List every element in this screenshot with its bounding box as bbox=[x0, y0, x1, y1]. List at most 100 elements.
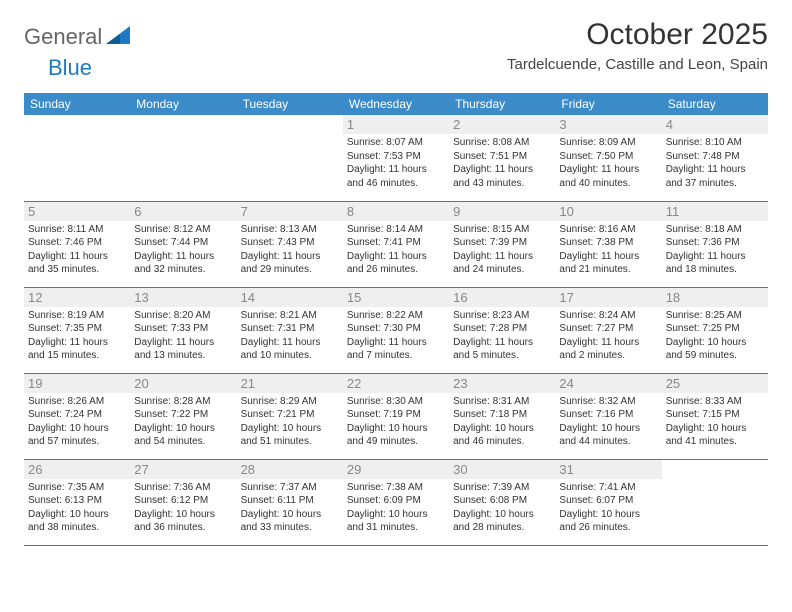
day-details: Sunrise: 8:33 AM Sunset: 7:15 PM Dayligh… bbox=[666, 395, 764, 449]
day-number: 25 bbox=[662, 374, 768, 393]
brand-logo: General bbox=[24, 24, 132, 50]
day-number: 24 bbox=[555, 374, 661, 393]
day-number: 26 bbox=[24, 460, 130, 479]
calendar-day-cell: 15 Sunrise: 8:22 AM Sunset: 7:30 PM Dayli… bbox=[343, 287, 449, 373]
calendar-day-cell: 26Sunrise: 7:35 AM Sunset: 6:13 PM Dayli… bbox=[24, 459, 130, 545]
day-number: 20 bbox=[130, 374, 236, 393]
day-details: Sunrise: 8:19 AM Sunset: 7:35 PM Dayligh… bbox=[28, 309, 126, 363]
calendar-day-cell: 29 Sunrise: 7:38 AM Sunset: 6:09 PM Dayli… bbox=[343, 459, 449, 545]
day-number: 17 bbox=[555, 288, 661, 307]
day-details: Sunrise: 7:41 AM Sunset: 6:07 PM Dayligh… bbox=[559, 481, 657, 535]
day-number: 13 bbox=[130, 288, 236, 307]
calendar-week-row: 19Sunrise: 8:26 AM Sunset: 7:24 PM Dayli… bbox=[24, 373, 768, 459]
brand-part1: General bbox=[24, 24, 102, 50]
day-details: Sunrise: 8:23 AM Sunset: 7:28 PM Dayligh… bbox=[453, 309, 551, 363]
day-details: Sunrise: 8:13 AM Sunset: 7:43 PM Dayligh… bbox=[241, 223, 339, 277]
day-details: Sunrise: 8:20 AM Sunset: 7:33 PM Dayligh… bbox=[134, 309, 232, 363]
day-details: Sunrise: 8:22 AM Sunset: 7:30 PM Dayligh… bbox=[347, 309, 445, 363]
weekday-header: Tuesday bbox=[237, 93, 343, 115]
location-text: Tardelcuende, Castille and Leon, Spain bbox=[507, 56, 768, 73]
day-number: 22 bbox=[343, 374, 449, 393]
day-details: Sunrise: 8:08 AM Sunset: 7:51 PM Dayligh… bbox=[453, 136, 551, 190]
calendar-day-cell: 18 Sunrise: 8:25 AM Sunset: 7:25 PM Dayli… bbox=[662, 287, 768, 373]
day-number: 14 bbox=[237, 288, 343, 307]
day-details: Sunrise: 8:07 AM Sunset: 7:53 PM Dayligh… bbox=[347, 136, 445, 190]
day-number: 4 bbox=[662, 115, 768, 134]
calendar-day-cell: 6 Sunrise: 8:12 AM Sunset: 7:44 PM Daylig… bbox=[130, 201, 236, 287]
day-number: 21 bbox=[237, 374, 343, 393]
calendar-day-cell: 5 Sunrise: 8:11 AM Sunset: 7:46 PM Daylig… bbox=[24, 201, 130, 287]
calendar-day-cell: 9 Sunrise: 8:15 AM Sunset: 7:39 PM Daylig… bbox=[449, 201, 555, 287]
day-details: Sunrise: 8:25 AM Sunset: 7:25 PM Dayligh… bbox=[666, 309, 764, 363]
day-number: 15 bbox=[343, 288, 449, 307]
day-number: 18 bbox=[662, 288, 768, 307]
calendar-day-cell: 24Sunrise: 8:32 AM Sunset: 7:16 PM Dayli… bbox=[555, 373, 661, 459]
day-number: 5 bbox=[24, 202, 130, 221]
day-number: 9 bbox=[449, 202, 555, 221]
calendar-day-cell: 11Sunrise: 8:18 AM Sunset: 7:36 PM Dayli… bbox=[662, 201, 768, 287]
day-number: 12 bbox=[24, 288, 130, 307]
day-details: Sunrise: 8:31 AM Sunset: 7:18 PM Dayligh… bbox=[453, 395, 551, 449]
calendar-day-cell: 4Sunrise: 8:10 AM Sunset: 7:48 PM Daylig… bbox=[662, 115, 768, 201]
day-details: Sunrise: 7:39 AM Sunset: 6:08 PM Dayligh… bbox=[453, 481, 551, 535]
day-details: Sunrise: 8:26 AM Sunset: 7:24 PM Dayligh… bbox=[28, 395, 126, 449]
calendar-day-cell: 22 Sunrise: 8:30 AM Sunset: 7:19 PM Dayli… bbox=[343, 373, 449, 459]
day-details: Sunrise: 7:38 AM Sunset: 6:09 PM Dayligh… bbox=[347, 481, 445, 535]
weekday-header: Friday bbox=[555, 93, 661, 115]
calendar-day-cell: 28Sunrise: 7:37 AM Sunset: 6:11 PM Dayli… bbox=[237, 459, 343, 545]
calendar-day-cell bbox=[130, 115, 236, 201]
day-details: Sunrise: 7:36 AM Sunset: 6:12 PM Dayligh… bbox=[134, 481, 232, 535]
day-details: Sunrise: 8:21 AM Sunset: 7:31 PM Dayligh… bbox=[241, 309, 339, 363]
calendar-day-cell: 2 Sunrise: 8:08 AM Sunset: 7:51 PM Daylig… bbox=[449, 115, 555, 201]
weekday-header: Sunday bbox=[24, 93, 130, 115]
calendar-day-cell: 13 Sunrise: 8:20 AM Sunset: 7:33 PM Dayli… bbox=[130, 287, 236, 373]
calendar-day-cell: 7 Sunrise: 8:13 AM Sunset: 7:43 PM Daylig… bbox=[237, 201, 343, 287]
calendar-day-cell: 10 Sunrise: 8:16 AM Sunset: 7:38 PM Dayli… bbox=[555, 201, 661, 287]
day-number: 30 bbox=[449, 460, 555, 479]
calendar-week-row: 1 Sunrise: 8:07 AM Sunset: 7:53 PM Daylig… bbox=[24, 115, 768, 201]
weekday-header: Wednesday bbox=[343, 93, 449, 115]
day-details: Sunrise: 8:11 AM Sunset: 7:46 PM Dayligh… bbox=[28, 223, 126, 277]
day-number: 29 bbox=[343, 460, 449, 479]
day-number: 6 bbox=[130, 202, 236, 221]
day-number: 27 bbox=[130, 460, 236, 479]
weekday-header: Saturday bbox=[662, 93, 768, 115]
calendar-day-cell: 3 Sunrise: 8:09 AM Sunset: 7:50 PM Daylig… bbox=[555, 115, 661, 201]
month-title: October 2025 bbox=[507, 18, 768, 52]
day-number: 7 bbox=[237, 202, 343, 221]
brand-triangle-icon bbox=[106, 26, 130, 49]
calendar-day-cell: 27 Sunrise: 7:36 AM Sunset: 6:12 PM Dayli… bbox=[130, 459, 236, 545]
calendar-day-cell bbox=[24, 115, 130, 201]
calendar-day-cell: 16 Sunrise: 8:23 AM Sunset: 7:28 PM Dayli… bbox=[449, 287, 555, 373]
calendar-week-row: 12 Sunrise: 8:19 AM Sunset: 7:35 PM Dayli… bbox=[24, 287, 768, 373]
day-details: Sunrise: 8:14 AM Sunset: 7:41 PM Dayligh… bbox=[347, 223, 445, 277]
brand-part2: Blue bbox=[48, 55, 92, 81]
day-number: 1 bbox=[343, 115, 449, 134]
calendar-week-row: 26Sunrise: 7:35 AM Sunset: 6:13 PM Dayli… bbox=[24, 459, 768, 545]
calendar-header: Sunday Monday Tuesday Wednesday Thursday… bbox=[24, 93, 768, 115]
calendar-table: Sunday Monday Tuesday Wednesday Thursday… bbox=[24, 93, 768, 546]
day-details: Sunrise: 8:24 AM Sunset: 7:27 PM Dayligh… bbox=[559, 309, 657, 363]
day-number: 2 bbox=[449, 115, 555, 134]
day-details: Sunrise: 8:16 AM Sunset: 7:38 PM Dayligh… bbox=[559, 223, 657, 277]
calendar-day-cell bbox=[662, 459, 768, 545]
day-details: Sunrise: 8:12 AM Sunset: 7:44 PM Dayligh… bbox=[134, 223, 232, 277]
day-number: 16 bbox=[449, 288, 555, 307]
calendar-body: 1 Sunrise: 8:07 AM Sunset: 7:53 PM Daylig… bbox=[24, 115, 768, 545]
day-details: Sunrise: 8:15 AM Sunset: 7:39 PM Dayligh… bbox=[453, 223, 551, 277]
day-details: Sunrise: 8:09 AM Sunset: 7:50 PM Dayligh… bbox=[559, 136, 657, 190]
day-number: 28 bbox=[237, 460, 343, 479]
calendar-day-cell: 30 Sunrise: 7:39 AM Sunset: 6:08 PM Dayli… bbox=[449, 459, 555, 545]
day-number: 3 bbox=[555, 115, 661, 134]
day-details: Sunrise: 8:30 AM Sunset: 7:19 PM Dayligh… bbox=[347, 395, 445, 449]
day-details: Sunrise: 8:29 AM Sunset: 7:21 PM Dayligh… bbox=[241, 395, 339, 449]
weekday-header: Monday bbox=[130, 93, 236, 115]
page-root: General October 2025 Tardelcuende, Casti… bbox=[0, 0, 792, 564]
day-number: 31 bbox=[555, 460, 661, 479]
day-number: 10 bbox=[555, 202, 661, 221]
calendar-day-cell: 31 Sunrise: 7:41 AM Sunset: 6:07 PM Dayli… bbox=[555, 459, 661, 545]
calendar-day-cell: 21 Sunrise: 8:29 AM Sunset: 7:21 PM Dayli… bbox=[237, 373, 343, 459]
calendar-day-cell bbox=[237, 115, 343, 201]
day-number: 11 bbox=[662, 202, 768, 221]
day-number: 23 bbox=[449, 374, 555, 393]
